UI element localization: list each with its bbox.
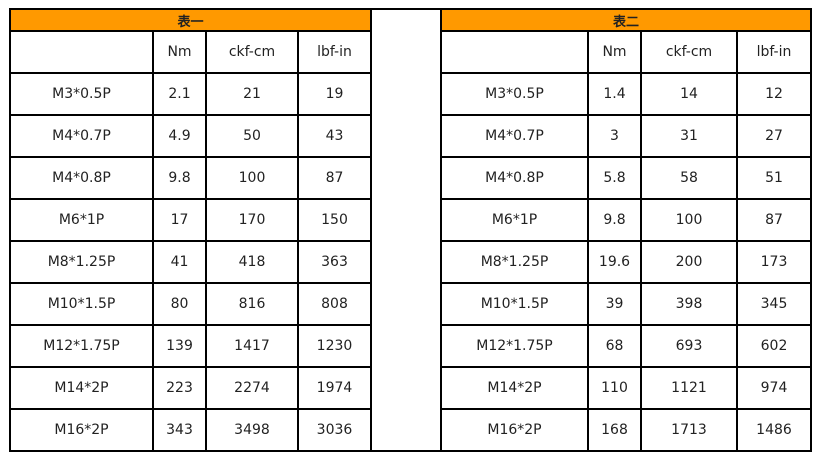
bolt-size-cell: M12*1.75P (440, 324, 589, 368)
torque-value-cell: 808 (297, 282, 372, 326)
bolt-size-cell: M4*0.7P (440, 114, 589, 158)
torque-value-cell: 17 (152, 198, 207, 242)
bolt-size-cell: M10*1.5P (440, 282, 589, 326)
torque-value-cell: 19 (297, 72, 372, 116)
torque-value-cell: 363 (297, 240, 372, 284)
torque-tables: 表一 表二 Nm ckf-cm lbf-in Nm ckf-cm lbf-in M3*0.5P 2… (9, 8, 812, 452)
torque-value-cell: 110 (587, 366, 642, 410)
torque-value-cell: 170 (205, 198, 299, 242)
torque-value-cell: 1713 (640, 408, 738, 452)
table-row: M4*0.8P 9.8 100 87 M4*0.8P 5.8 58 51 (9, 156, 812, 200)
torque-value-cell: 9.8 (152, 156, 207, 200)
table-1-title: 表一 (9, 8, 372, 32)
torque-value-cell: 31 (640, 114, 738, 158)
torque-value-cell: 3 (587, 114, 642, 158)
torque-value-cell: 816 (205, 282, 299, 326)
torque-value-cell: 173 (736, 240, 812, 284)
torque-value-cell: 343 (152, 408, 207, 452)
column-header (9, 30, 154, 74)
torque-value-cell: 2274 (205, 366, 299, 410)
torque-value-cell: 168 (587, 408, 642, 452)
bolt-size-cell: M6*1P (9, 198, 154, 242)
column-header-row: Nm ckf-cm lbf-in Nm ckf-cm lbf-in (9, 30, 812, 74)
column-header: ckf-cm (640, 30, 738, 74)
column-header: Nm (152, 30, 207, 74)
torque-value-cell: 12 (736, 72, 812, 116)
torque-value-cell: 27 (736, 114, 812, 158)
bolt-size-cell: M16*2P (9, 408, 154, 452)
table-row: M16*2P 343 3498 3036 M16*2P 168 1713 1486 (9, 408, 812, 452)
bolt-size-cell: M3*0.5P (9, 72, 154, 116)
torque-value-cell: 345 (736, 282, 812, 326)
torque-value-cell: 1121 (640, 366, 738, 410)
torque-value-cell: 223 (152, 366, 207, 410)
column-header: lbf-in (297, 30, 372, 74)
torque-value-cell: 39 (587, 282, 642, 326)
torque-value-cell: 14 (640, 72, 738, 116)
torque-value-cell: 51 (736, 156, 812, 200)
torque-value-cell: 139 (152, 324, 207, 368)
column-header: Nm (587, 30, 642, 74)
table-row: M10*1.5P 80 816 808 M10*1.5P 39 398 345 (9, 282, 812, 326)
torque-value-cell: 200 (640, 240, 738, 284)
torque-value-cell: 1230 (297, 324, 372, 368)
bolt-size-cell: M12*1.75P (9, 324, 154, 368)
torque-value-cell: 100 (640, 198, 738, 242)
torque-value-cell: 9.8 (587, 198, 642, 242)
torque-value-cell: 19.6 (587, 240, 642, 284)
torque-value-cell: 1486 (736, 408, 812, 452)
torque-value-cell: 1417 (205, 324, 299, 368)
table-row: M8*1.25P 41 418 363 M8*1.25P 19.6 200 173 (9, 240, 812, 284)
bolt-size-cell: M14*2P (9, 366, 154, 410)
table-row: M12*1.75P 139 1417 1230 M12*1.75P 68 693 602 (9, 324, 812, 368)
torque-value-cell: 1.4 (587, 72, 642, 116)
bolt-size-cell: M4*0.8P (440, 156, 589, 200)
torque-value-cell: 100 (205, 156, 299, 200)
column-header (440, 30, 589, 74)
table-row: M4*0.7P 4.9 50 43 M4*0.7P 3 31 27 (9, 114, 812, 158)
bolt-size-cell: M8*1.25P (9, 240, 154, 284)
table-row: M3*0.5P 2.1 21 19 M3*0.5P 1.4 14 12 (9, 72, 812, 116)
torque-value-cell: 3036 (297, 408, 372, 452)
torque-value-cell: 693 (640, 324, 738, 368)
torque-value-cell: 2.1 (152, 72, 207, 116)
bolt-size-cell: M10*1.5P (9, 282, 154, 326)
bolt-size-cell: M6*1P (440, 198, 589, 242)
bolt-size-cell: M8*1.25P (440, 240, 589, 284)
torque-value-cell: 21 (205, 72, 299, 116)
torque-value-cell: 4.9 (152, 114, 207, 158)
torque-value-cell: 43 (297, 114, 372, 158)
bolt-size-cell: M4*0.7P (9, 114, 154, 158)
torque-value-cell: 87 (736, 198, 812, 242)
table-row: M14*2P 223 2274 1974 M14*2P 110 1121 974 (9, 366, 812, 410)
torque-value-cell: 68 (587, 324, 642, 368)
table-row: M6*1P 17 170 150 M6*1P 9.8 100 87 (9, 198, 812, 242)
torque-value-cell: 5.8 (587, 156, 642, 200)
torque-value-cell: 50 (205, 114, 299, 158)
bolt-size-cell: M3*0.5P (440, 72, 589, 116)
column-header: ckf-cm (205, 30, 299, 74)
bolt-size-cell: M4*0.8P (9, 156, 154, 200)
spacer (370, 8, 442, 452)
torque-value-cell: 3498 (205, 408, 299, 452)
bolt-size-cell: M14*2P (440, 366, 589, 410)
torque-value-cell: 1974 (297, 366, 372, 410)
torque-value-cell: 87 (297, 156, 372, 200)
torque-value-cell: 41 (152, 240, 207, 284)
torque-value-cell: 602 (736, 324, 812, 368)
torque-value-cell: 398 (640, 282, 738, 326)
bolt-size-cell: M16*2P (440, 408, 589, 452)
torque-value-cell: 974 (736, 366, 812, 410)
torque-value-cell: 58 (640, 156, 738, 200)
torque-value-cell: 80 (152, 282, 207, 326)
torque-value-cell: 418 (205, 240, 299, 284)
title-row: 表一 表二 (9, 8, 812, 452)
table-2-title: 表二 (440, 8, 812, 32)
torque-value-cell: 150 (297, 198, 372, 242)
column-header: lbf-in (736, 30, 812, 74)
